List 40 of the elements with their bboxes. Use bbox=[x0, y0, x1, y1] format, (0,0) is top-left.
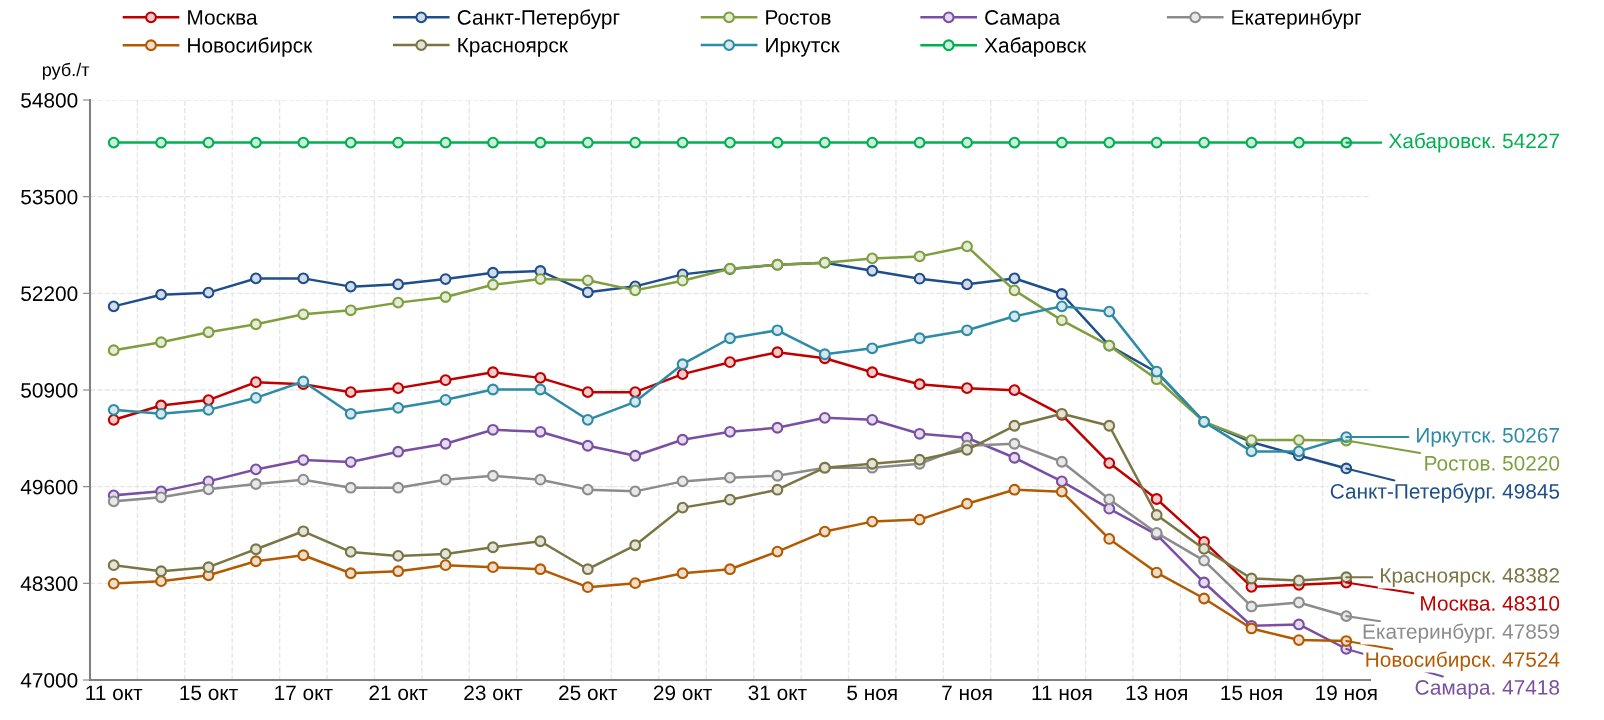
legend-label: Санкт-Петербург bbox=[457, 9, 620, 29]
legend-label: Ростов bbox=[766, 10, 831, 25]
legend-label: Красноярск bbox=[458, 38, 568, 57]
x-tick-label: 5 ноя bbox=[847, 685, 897, 701]
y-tick-label: 52200 bbox=[21, 286, 78, 302]
data-label: Иркутск. 50267 bbox=[1417, 427, 1559, 447]
y-tick-label: 49600 bbox=[20, 479, 78, 495]
legend-label: Хабаровск bbox=[984, 37, 1087, 57]
data-label: Ростов. 50220 bbox=[1425, 455, 1560, 471]
x-tick-label: 25 окт bbox=[559, 685, 618, 701]
x-tick-label: 15 ноя bbox=[1221, 685, 1282, 701]
data-label: Красноярск. 48382 bbox=[1381, 568, 1559, 587]
data-label: Екатеринбург. 47859 bbox=[1363, 623, 1560, 644]
x-tick-label: 19 ноя bbox=[1316, 685, 1377, 701]
legend-label: Новосибирск bbox=[188, 37, 313, 57]
x-tick-label: 31 окт bbox=[748, 685, 807, 701]
legend-label: Москва bbox=[188, 10, 258, 25]
data-label: Новосибирск. 47524 bbox=[1366, 651, 1560, 672]
y-tick-label: 48300 bbox=[20, 576, 78, 592]
data-label: Санкт-Петербург. 49845 bbox=[1330, 483, 1560, 503]
data-label: Хабаровск. 54227 bbox=[1388, 132, 1559, 153]
data-label: Самара. 47418 bbox=[1415, 680, 1560, 699]
y-tick-label: 53500 bbox=[21, 189, 78, 205]
x-tick-label: 29 окт bbox=[653, 685, 712, 701]
y-tick-label: 47000 bbox=[20, 673, 78, 688]
x-tick-label: 17 окт bbox=[275, 685, 333, 701]
x-tick-label: 15 окт bbox=[180, 685, 238, 701]
y-axis-title: руб./т bbox=[42, 62, 90, 80]
y-tick-label: 50900 bbox=[21, 383, 78, 398]
x-tick-label: 11 окт bbox=[86, 685, 143, 701]
legend-label: Самара bbox=[985, 10, 1061, 29]
x-tick-label: 7 ноя bbox=[942, 685, 992, 701]
data-label: Москва. 48310 bbox=[1421, 596, 1560, 611]
x-tick-label: 21 окт bbox=[369, 685, 428, 701]
x-tick-label: 23 окт bbox=[464, 685, 523, 701]
x-tick-label: 11 ноя bbox=[1032, 685, 1092, 701]
y-tick-label: 54800 bbox=[21, 93, 78, 108]
x-tick-label: 13 ноя bbox=[1126, 685, 1187, 701]
legend-label: Иркутск bbox=[766, 38, 840, 57]
legend-label: Екатеринбург bbox=[1232, 9, 1362, 29]
